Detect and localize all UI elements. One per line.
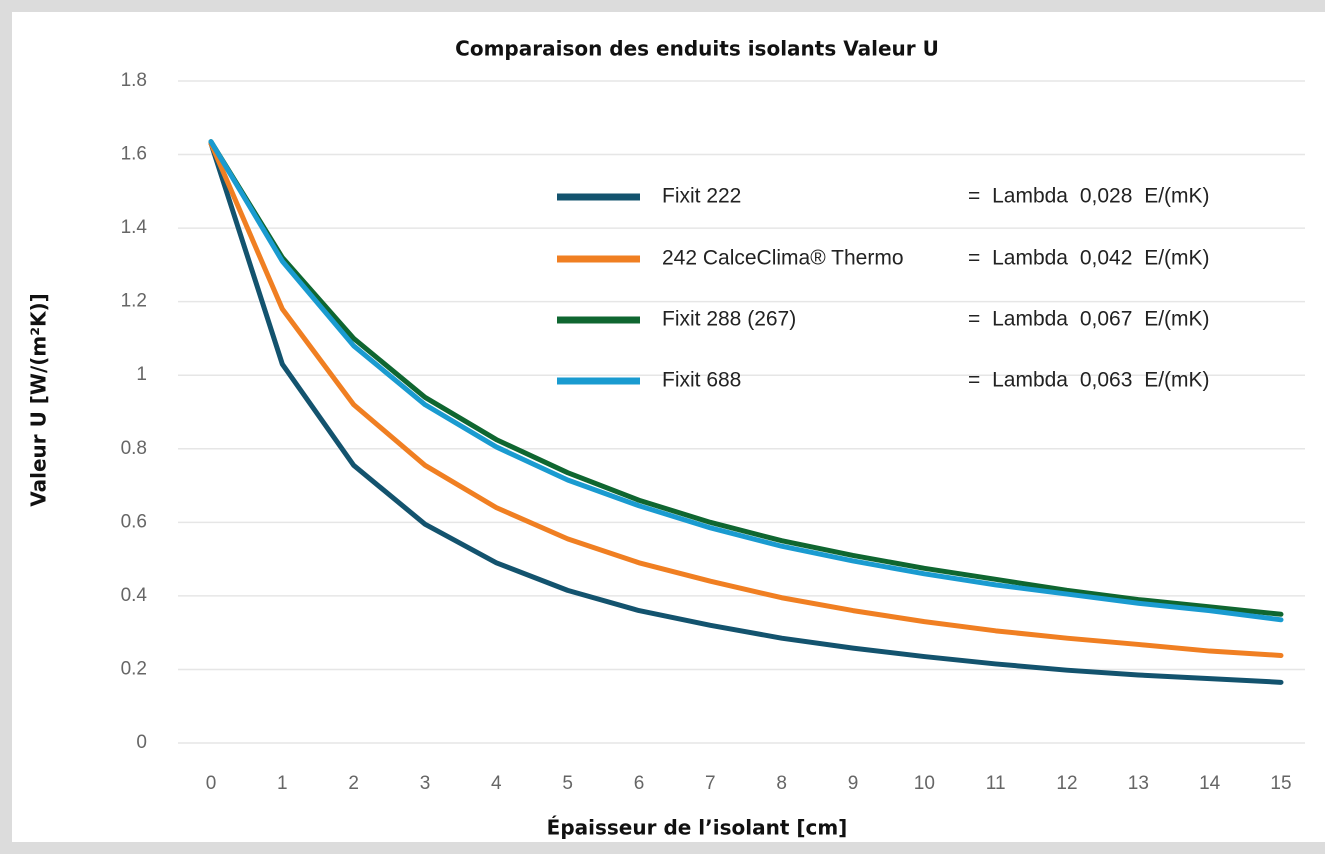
legend-label: Fixit 222 — [662, 185, 741, 208]
x-tick-label: 5 — [562, 773, 573, 794]
x-tick-label: 1 — [277, 773, 288, 794]
legend-label: Fixit 688 — [662, 369, 741, 392]
y-tick-label: 0.4 — [121, 585, 148, 606]
y-tick-label: 1.4 — [121, 217, 148, 238]
x-tick-label: 15 — [1270, 773, 1291, 794]
x-tick-label: 14 — [1199, 773, 1221, 794]
chart-background — [12, 12, 1325, 842]
y-tick-label: 1.6 — [121, 144, 147, 165]
x-tick-label: 11 — [986, 773, 1006, 794]
series-line — [208, 141, 1284, 658]
legend-description: = Lambda 0,028 E/(mK) — [968, 185, 1210, 208]
y-axis-label: Valeur U [W/(m²K)] — [27, 293, 51, 507]
y-tick-label: 0.2 — [121, 658, 147, 679]
x-tick-label: 0 — [206, 773, 217, 794]
legend-description: = Lambda 0,063 E/(mK) — [968, 369, 1210, 392]
legend-label: 242 CalceClima® Thermo — [662, 247, 904, 270]
x-tick-label: 10 — [914, 773, 935, 794]
series-line — [208, 139, 1284, 617]
y-tick-label: 0.6 — [121, 511, 147, 532]
x-tick-label: 9 — [848, 773, 859, 794]
y-tick-label: 0.8 — [121, 438, 147, 459]
y-tick-label: 1.8 — [121, 70, 147, 91]
legend-description: = Lambda 0,067 E/(mK) — [968, 308, 1210, 331]
x-tick-label: 12 — [1056, 773, 1077, 794]
x-axis-label: Épaisseur de l’isolant [cm] — [547, 816, 848, 840]
x-tick-label: 13 — [1128, 773, 1149, 794]
legend-description: = Lambda 0,042 E/(mK) — [968, 247, 1210, 270]
chart-title: Comparaison des enduits isolants Valeur … — [455, 37, 939, 61]
y-tick-label: 1.2 — [121, 291, 147, 312]
x-tick-label: 2 — [348, 773, 359, 794]
series-line — [208, 141, 1284, 685]
y-tick-label: 0 — [136, 732, 147, 753]
x-tick-label: 4 — [491, 773, 502, 794]
legend-label: Fixit 288 (267) — [662, 308, 796, 331]
x-tick-label: 6 — [634, 773, 645, 794]
y-tick-label: 1 — [136, 364, 147, 385]
x-tick-label: 8 — [776, 773, 787, 794]
series-line — [208, 139, 1284, 623]
x-tick-label: 7 — [705, 773, 716, 794]
x-tick-label: 3 — [420, 773, 431, 794]
